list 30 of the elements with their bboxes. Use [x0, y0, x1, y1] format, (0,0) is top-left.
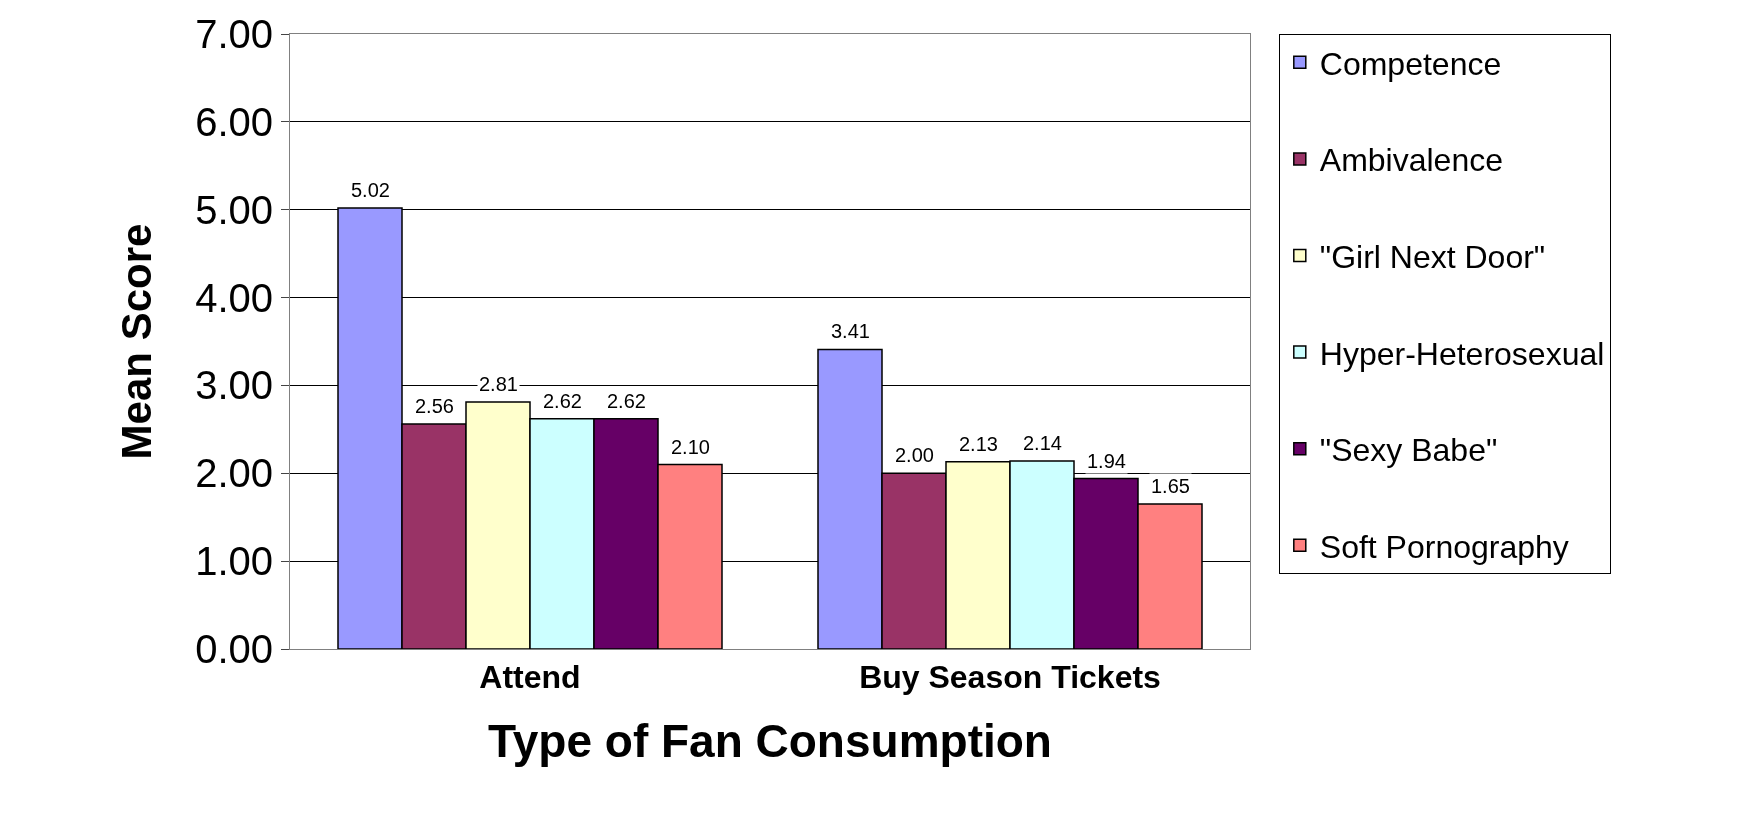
data-label: 1.94 [1087, 450, 1126, 472]
y-tick-label: 3.00 [195, 363, 273, 408]
data-label: 2.81 [479, 373, 518, 395]
data-label: 1.65 [1151, 475, 1190, 497]
data-label: 2.14 [1023, 432, 1062, 454]
x-tick-label: Buy Season Tickets [859, 659, 1161, 696]
legend-label: Soft Pornography [1319, 528, 1569, 565]
data-label: 2.62 [607, 390, 646, 412]
legend-label: Hyper-Heterosexual [1319, 335, 1605, 372]
x-axis-title: Type of Fan Consumption [488, 715, 1052, 768]
data-label: 2.00 [895, 444, 934, 466]
data-label: 5.02 [351, 179, 390, 201]
y-tick-label: 6.00 [195, 99, 273, 144]
data-label: 2.10 [671, 436, 710, 458]
y-tick-label: 0.00 [195, 627, 273, 671]
x-tick-label: Attend [479, 659, 581, 696]
y-tick-label: 7.00 [195, 12, 273, 56]
data-label: 2.56 [415, 395, 454, 417]
y-tick-label: 5.00 [195, 187, 273, 232]
y-axis-title: Mean Score [112, 223, 160, 460]
legend-label: "Sexy Babe" [1319, 432, 1498, 469]
legend-label: "Girl Next Door" [1319, 238, 1546, 275]
data-label: 3.41 [831, 320, 870, 342]
legend-label: Competence [1319, 45, 1502, 82]
y-tick-label: 1.00 [195, 539, 273, 584]
legend-label: Ambivalence [1319, 142, 1503, 179]
y-tick-label: 2.00 [195, 451, 273, 496]
y-tick-label: 4.00 [195, 275, 273, 320]
data-label: 2.62 [543, 390, 582, 412]
data-label: 2.13 [959, 433, 998, 455]
